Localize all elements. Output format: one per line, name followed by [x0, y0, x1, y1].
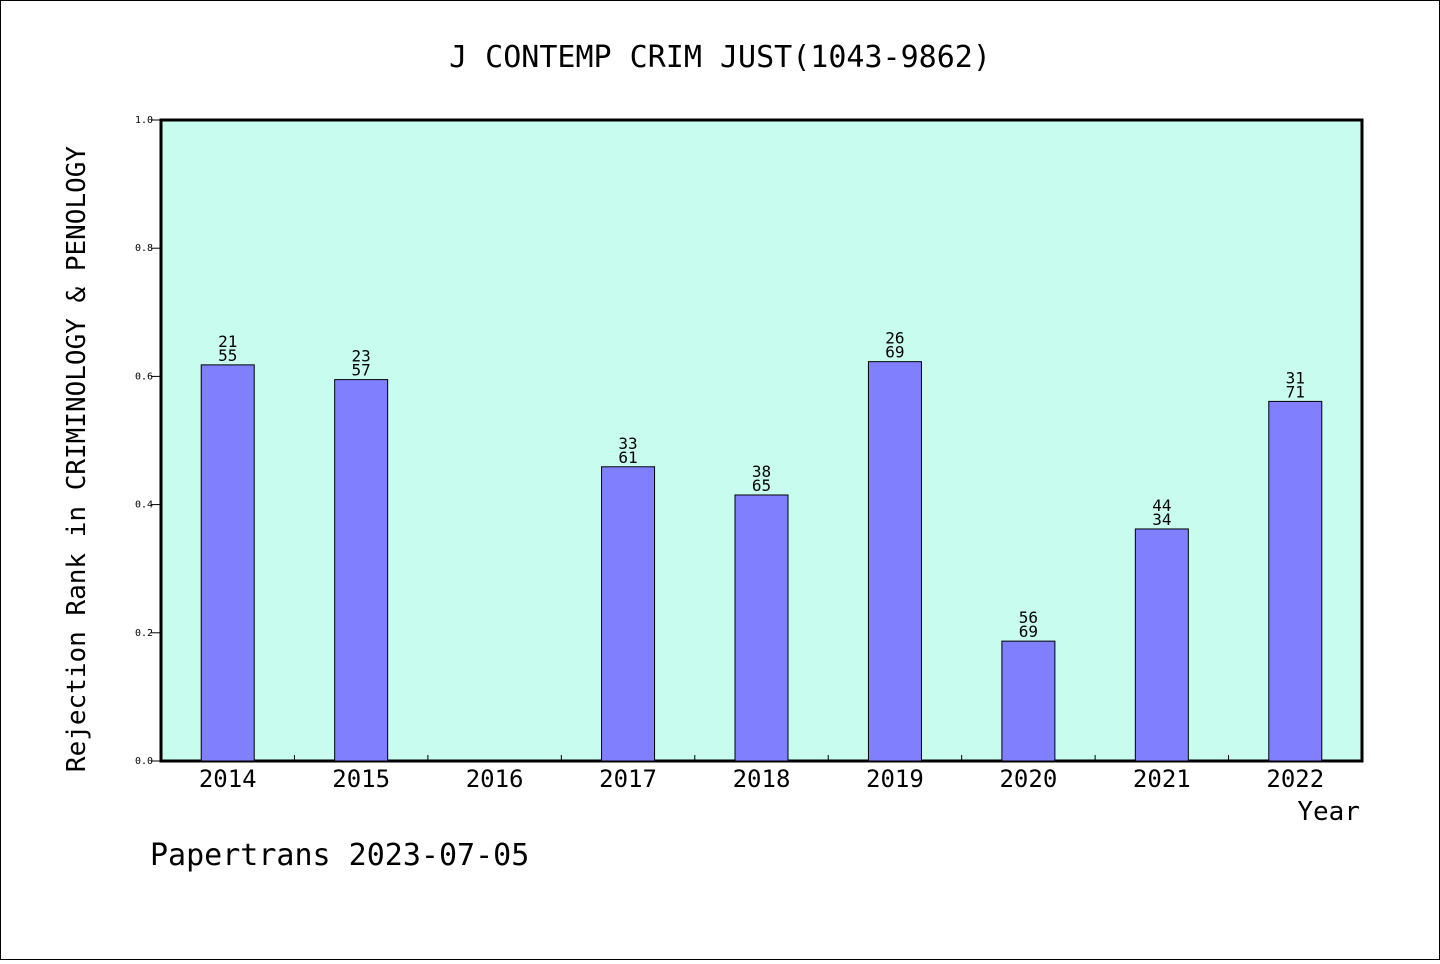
y-axis: 0.0 0.2 0.4 0.6 0.8 1.0 — [135, 115, 161, 767]
y-axis-title: Rejection Rank in CRIMINOLOGY & PENOLOGY — [62, 146, 92, 772]
y-tick-label: 0.2 — [135, 628, 153, 639]
chart-title: J CONTEMP CRIM JUST(1043-9862) — [449, 40, 991, 75]
y-tick-label: 0.8 — [135, 243, 153, 254]
bar-label-top: 21 — [218, 332, 237, 351]
bar-label-top: 44 — [1152, 496, 1171, 515]
bar-label-top: 56 — [1019, 608, 1038, 627]
bars — [200, 361, 1323, 762]
bar — [334, 379, 389, 762]
bar-label-top: 26 — [885, 329, 904, 348]
x-axis-title: Year — [1297, 797, 1360, 827]
y-tick-label: 1.0 — [135, 115, 153, 126]
bar-label-bottom: 61 — [618, 448, 637, 467]
bar — [1001, 640, 1056, 762]
bar-label-top: 31 — [1286, 368, 1305, 387]
bar-label-top: 38 — [752, 462, 771, 481]
bar — [867, 361, 922, 762]
bar — [200, 364, 255, 762]
bar-label-top: 33 — [618, 434, 637, 453]
x-axis: 2014 2015 2016 2017 2018 2019 2020 2021 2022 — [199, 755, 1324, 793]
bar-label-top: 23 — [352, 347, 371, 366]
y-tick-label: 0.4 — [135, 500, 153, 511]
x-tick-label: 2019 — [866, 765, 924, 793]
x-tick-label: 2017 — [599, 765, 657, 793]
bar — [601, 466, 656, 762]
x-tick-label: 2022 — [1266, 765, 1324, 793]
bar — [1268, 400, 1323, 762]
bar-label-bottom: 34 — [1152, 510, 1171, 529]
bar-label-bottom: 55 — [218, 346, 237, 365]
bar-label-bottom: 71 — [1286, 382, 1305, 401]
x-tick-label: 2021 — [1133, 765, 1191, 793]
bar — [734, 494, 789, 762]
x-tick-label: 2016 — [466, 765, 524, 793]
bar — [1134, 528, 1189, 762]
x-tick-label: 2018 — [733, 765, 791, 793]
bar-label-bottom: 69 — [885, 343, 904, 362]
bar-label-bottom: 65 — [752, 476, 771, 495]
x-tick-label: 2020 — [999, 765, 1057, 793]
bar-label-bottom: 69 — [1019, 622, 1038, 641]
x-tick-label: 2014 — [199, 765, 257, 793]
bar-label-bottom: 57 — [352, 361, 371, 380]
y-tick-label: 0.6 — [135, 371, 153, 382]
footer-text: Papertrans 2023-07-05 — [150, 838, 529, 873]
x-tick-label: 2015 — [332, 765, 390, 793]
y-tick-label: 0.0 — [135, 756, 153, 767]
